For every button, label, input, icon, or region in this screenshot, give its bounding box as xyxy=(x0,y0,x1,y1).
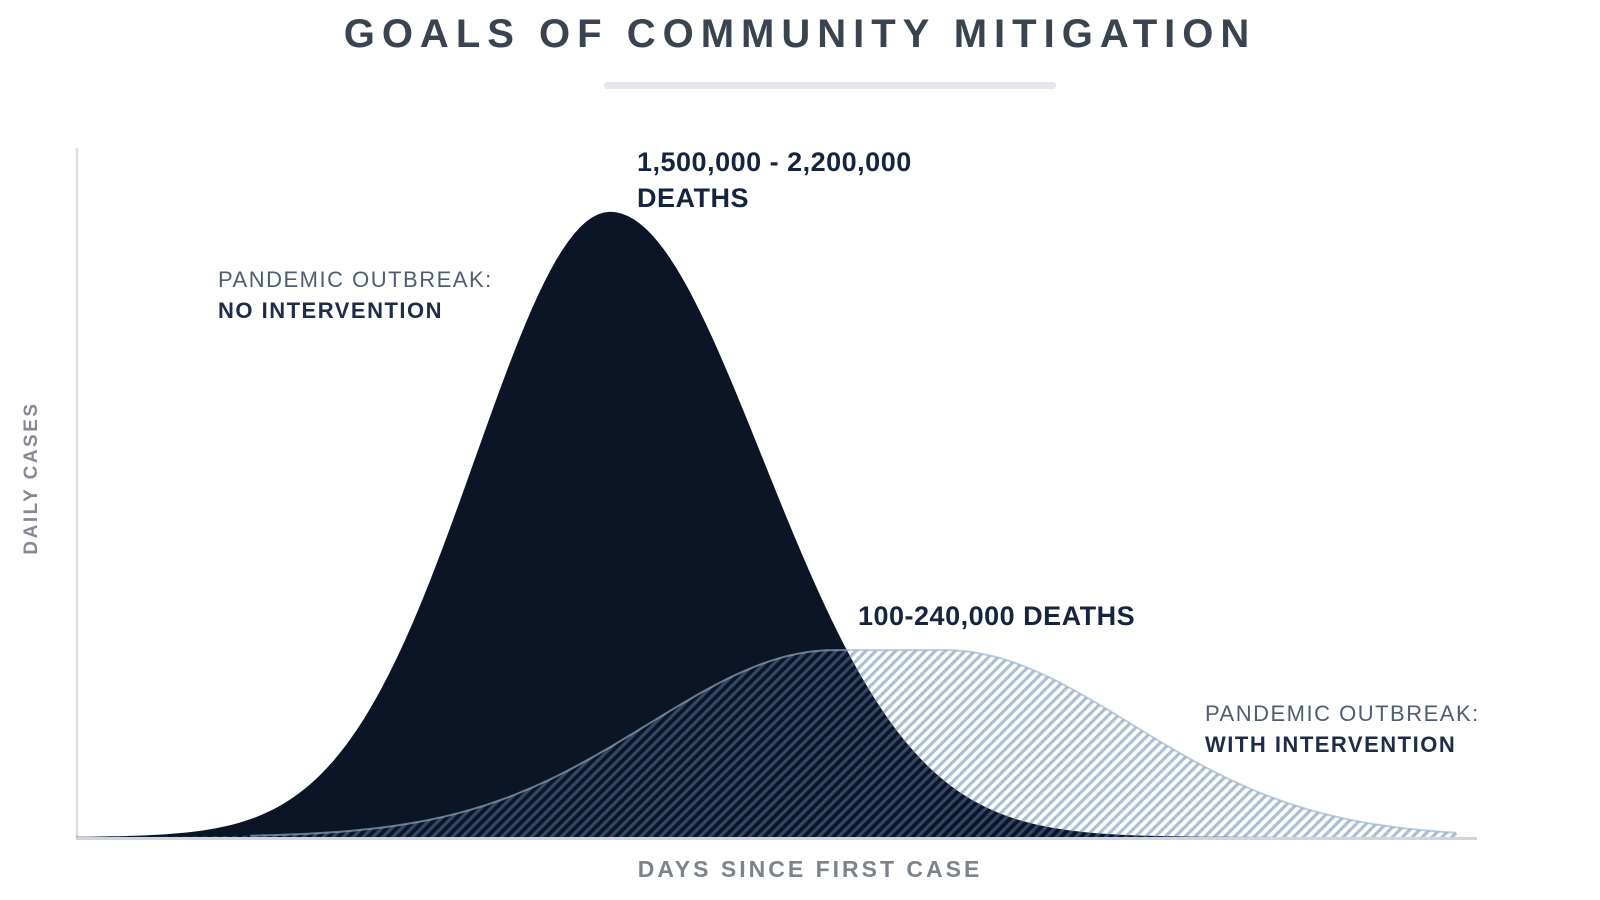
with-intervention-curve-edge xyxy=(249,649,1457,837)
deaths-range-text: 100-240,000 DEATHS xyxy=(858,601,1136,631)
with-intervention-curve xyxy=(76,650,1460,837)
label-no-intervention: PANDEMIC OUTBREAK: NO INTERVENTION xyxy=(218,264,493,326)
outbreak-prefix-text: PANDEMIC OUTBREAK: xyxy=(1205,701,1480,726)
deaths-annotation-no-intervention: 1,500,000 - 2,200,000 DEATHS xyxy=(637,144,912,216)
outbreak-prefix-text: PANDEMIC OUTBREAK: xyxy=(218,267,493,292)
x-axis-label: DAYS SINCE FIRST CASE xyxy=(637,856,983,882)
no-intervention-text: NO INTERVENTION xyxy=(218,298,444,323)
page-title: GOALS OF COMMUNITY MITIGATION xyxy=(343,12,1257,56)
label-with-intervention: PANDEMIC OUTBREAK: WITH INTERVENTION xyxy=(1205,698,1480,760)
title-underline-rule xyxy=(604,82,1056,89)
deaths-annotation-with-intervention: 100-240,000 DEATHS xyxy=(858,598,1135,634)
deaths-range-text: 1,500,000 - 2,200,000 xyxy=(637,147,912,177)
no-intervention-curve xyxy=(76,211,1460,838)
with-intervention-text: WITH INTERVENTION xyxy=(1205,732,1457,757)
deaths-word-text: DEATHS xyxy=(637,183,750,213)
